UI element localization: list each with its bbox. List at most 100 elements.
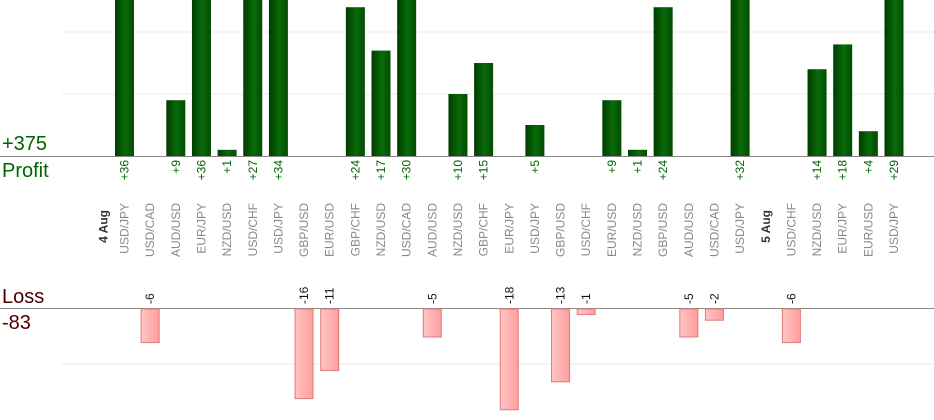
category-label: EUR/JPY [502,203,516,254]
profit-bar [807,69,827,156]
profit-value-label: +36 [194,160,208,181]
profit-bar [628,149,647,156]
profit-value-label: +34 [271,160,285,181]
profit-value-label: +30 [400,160,414,181]
category-label: EUR/JPY [836,203,850,254]
profit-value-label: +32 [733,160,747,181]
profit-value-label: +10 [451,160,465,181]
loss-bar [140,308,160,344]
profit-value-label: +4 [861,160,875,174]
loss-bar [294,308,314,400]
loss-value-label: -5 [682,293,696,304]
profit-value-label: +29 [887,160,901,181]
loss-bar [499,308,519,411]
loss-value-label: -6 [784,293,798,304]
profit-value-label: +27 [246,160,260,181]
profit-bar [217,149,237,156]
category-label: EUR/USD [861,203,875,257]
profit-value-label: +1 [220,160,234,174]
loss-value-label: -11 [323,287,337,304]
profit-bar [166,100,186,156]
profit-bar [268,0,288,156]
category-label: NZD/USD [810,203,824,257]
category-label: EUR/USD [323,203,337,257]
profit-value-label: +36 [118,160,132,181]
category-label: USD/CAD [400,203,414,257]
category-labels: USD/JPY 4 Aug USD/CAD AUD/USD EUR/JPY NZD/USD… [97,203,902,257]
profit-total: +375 [2,133,48,155]
profit-bar [371,50,391,156]
category-label: USD/CHF [784,203,798,256]
category-label: GBP/CHF [348,203,362,256]
category-label: USD/JPY [118,203,132,254]
profit-bar [653,7,673,157]
profit-bar [474,63,494,156]
loss-value-label: -18 [502,286,516,304]
bars [115,0,904,411]
loss-label: Loss [2,286,45,308]
profit-bar [191,0,211,156]
category-label: AUD/USD [682,203,696,257]
date-label: 5 Aug [759,210,773,243]
profit-bar [397,0,417,156]
profit-bar [243,0,263,156]
profit-value-label: +5 [528,160,542,174]
profit-bar [884,0,904,156]
category-label: EUR/USD [605,203,619,257]
category-label: GBP/USD [554,203,568,257]
loss-value-label: -6 [143,293,157,304]
profit-value-label: +15 [477,160,491,181]
category-label: USD/JPY [528,203,542,254]
profit-value-label: +24 [348,160,362,181]
profit-bar [525,125,545,156]
category-label: NZD/USD [220,203,234,257]
category-label: USD/JPY [271,203,285,254]
loss-bar [679,308,699,338]
category-label: NZD/USD [451,203,465,257]
profit-value-label: +17 [374,160,388,181]
category-label: GBP/USD [297,203,311,257]
category-label: NZD/USD [631,203,645,257]
loss-value-label: -5 [425,293,439,304]
profit-bar [730,0,750,156]
category-label: USD/CAD [707,203,721,257]
profit-value-label: +18 [836,160,850,181]
profit-bar [602,100,622,156]
profit-bar [345,7,365,157]
category-label: AUD/USD [425,203,439,257]
loss-bar [576,308,596,316]
profit-value-label: +24 [656,160,670,181]
category-label: NZD/USD [374,203,388,257]
profit-value-label: +1 [631,160,645,174]
profit-value-label: +9 [169,160,183,174]
loss-value-label: -16 [297,286,311,304]
loss-value-label: -13 [554,286,568,304]
loss-total: -83 [2,312,31,334]
loss-value-label: -1 [579,293,593,304]
loss-bar [320,308,340,372]
profit-bar [448,94,468,156]
value-labels: +36 -6 +9 +36 +1 +27 +34 -16 -11 +24 +17 +30 -5 +10 +1… [118,160,902,304]
loss-bar [422,308,442,338]
profit-bar [115,0,134,156]
profit-bar [858,131,878,156]
profit-value-label: +14 [810,160,824,181]
loss-bar [704,308,724,321]
category-label: AUD/USD [169,203,183,257]
category-label: USD/JPY [733,203,747,254]
loss-bar [781,308,801,344]
category-label: USD/CHF [246,203,260,256]
profit-label: Profit [2,160,49,182]
profit-value-label: +9 [605,160,619,174]
category-label: USD/CHF [579,203,593,256]
date-label: 4 Aug [97,210,111,243]
loss-bar [551,308,571,383]
category-label: EUR/JPY [194,203,208,254]
category-label: GBP/USD [656,203,670,257]
loss-value-label: -2 [707,293,721,304]
category-label: USD/CAD [143,203,157,257]
profit-bar [833,44,853,156]
category-label: GBP/CHF [477,203,491,256]
category-label: USD/JPY [887,203,901,254]
